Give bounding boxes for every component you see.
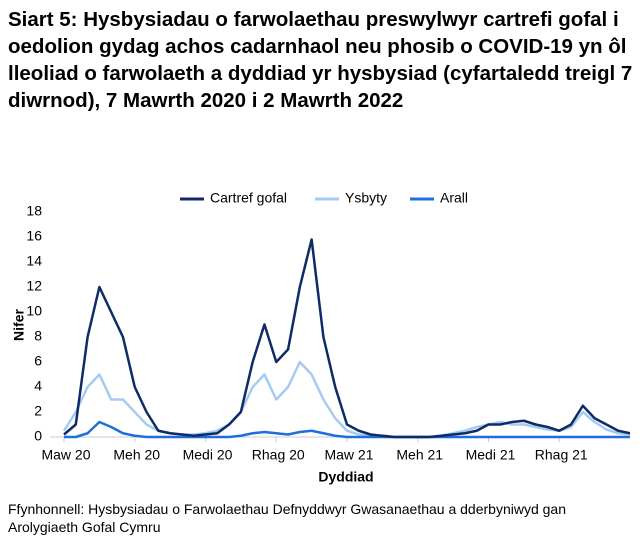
chart-title: Siart 5: Hysbysiadau o farwolaethau pres… xyxy=(8,8,633,112)
legend-label: Arall xyxy=(440,190,468,206)
series-line xyxy=(64,420,630,439)
source-note: Ffynhonnell: Hysbysiadau o Farwolaethau … xyxy=(8,501,566,535)
y-tick-label: 12 xyxy=(26,278,42,294)
y-tick-label: 14 xyxy=(26,253,42,269)
y-tick-label: 18 xyxy=(26,203,42,219)
x-tick-label: Meh 21 xyxy=(396,447,443,463)
x-tick-label: Maw 21 xyxy=(324,447,373,463)
y-axis-title: Nifer xyxy=(11,309,27,341)
x-axis-title: Dyddiad xyxy=(318,469,373,485)
legend-label: Ysbyty xyxy=(345,190,387,206)
y-tick-label: 6 xyxy=(34,353,42,369)
y-tick-label: 10 xyxy=(26,303,42,319)
x-tick-label: Meh 20 xyxy=(113,447,160,463)
x-tick-label: Medi 21 xyxy=(466,447,516,463)
y-tick-label: 4 xyxy=(34,378,42,394)
y-tick-label: 0 xyxy=(34,428,42,444)
y-tick-label: 16 xyxy=(26,228,42,244)
x-tick-label: Rhag 21 xyxy=(535,447,588,463)
x-tick-label: Rhag 20 xyxy=(252,447,305,463)
x-tick-label: Medi 20 xyxy=(183,447,233,463)
x-tick-label: Maw 20 xyxy=(41,447,90,463)
legend-label: Cartref gofal xyxy=(210,190,287,206)
y-tick-label: 8 xyxy=(34,328,42,344)
series-line xyxy=(63,238,631,439)
y-tick-label: 2 xyxy=(34,403,42,419)
